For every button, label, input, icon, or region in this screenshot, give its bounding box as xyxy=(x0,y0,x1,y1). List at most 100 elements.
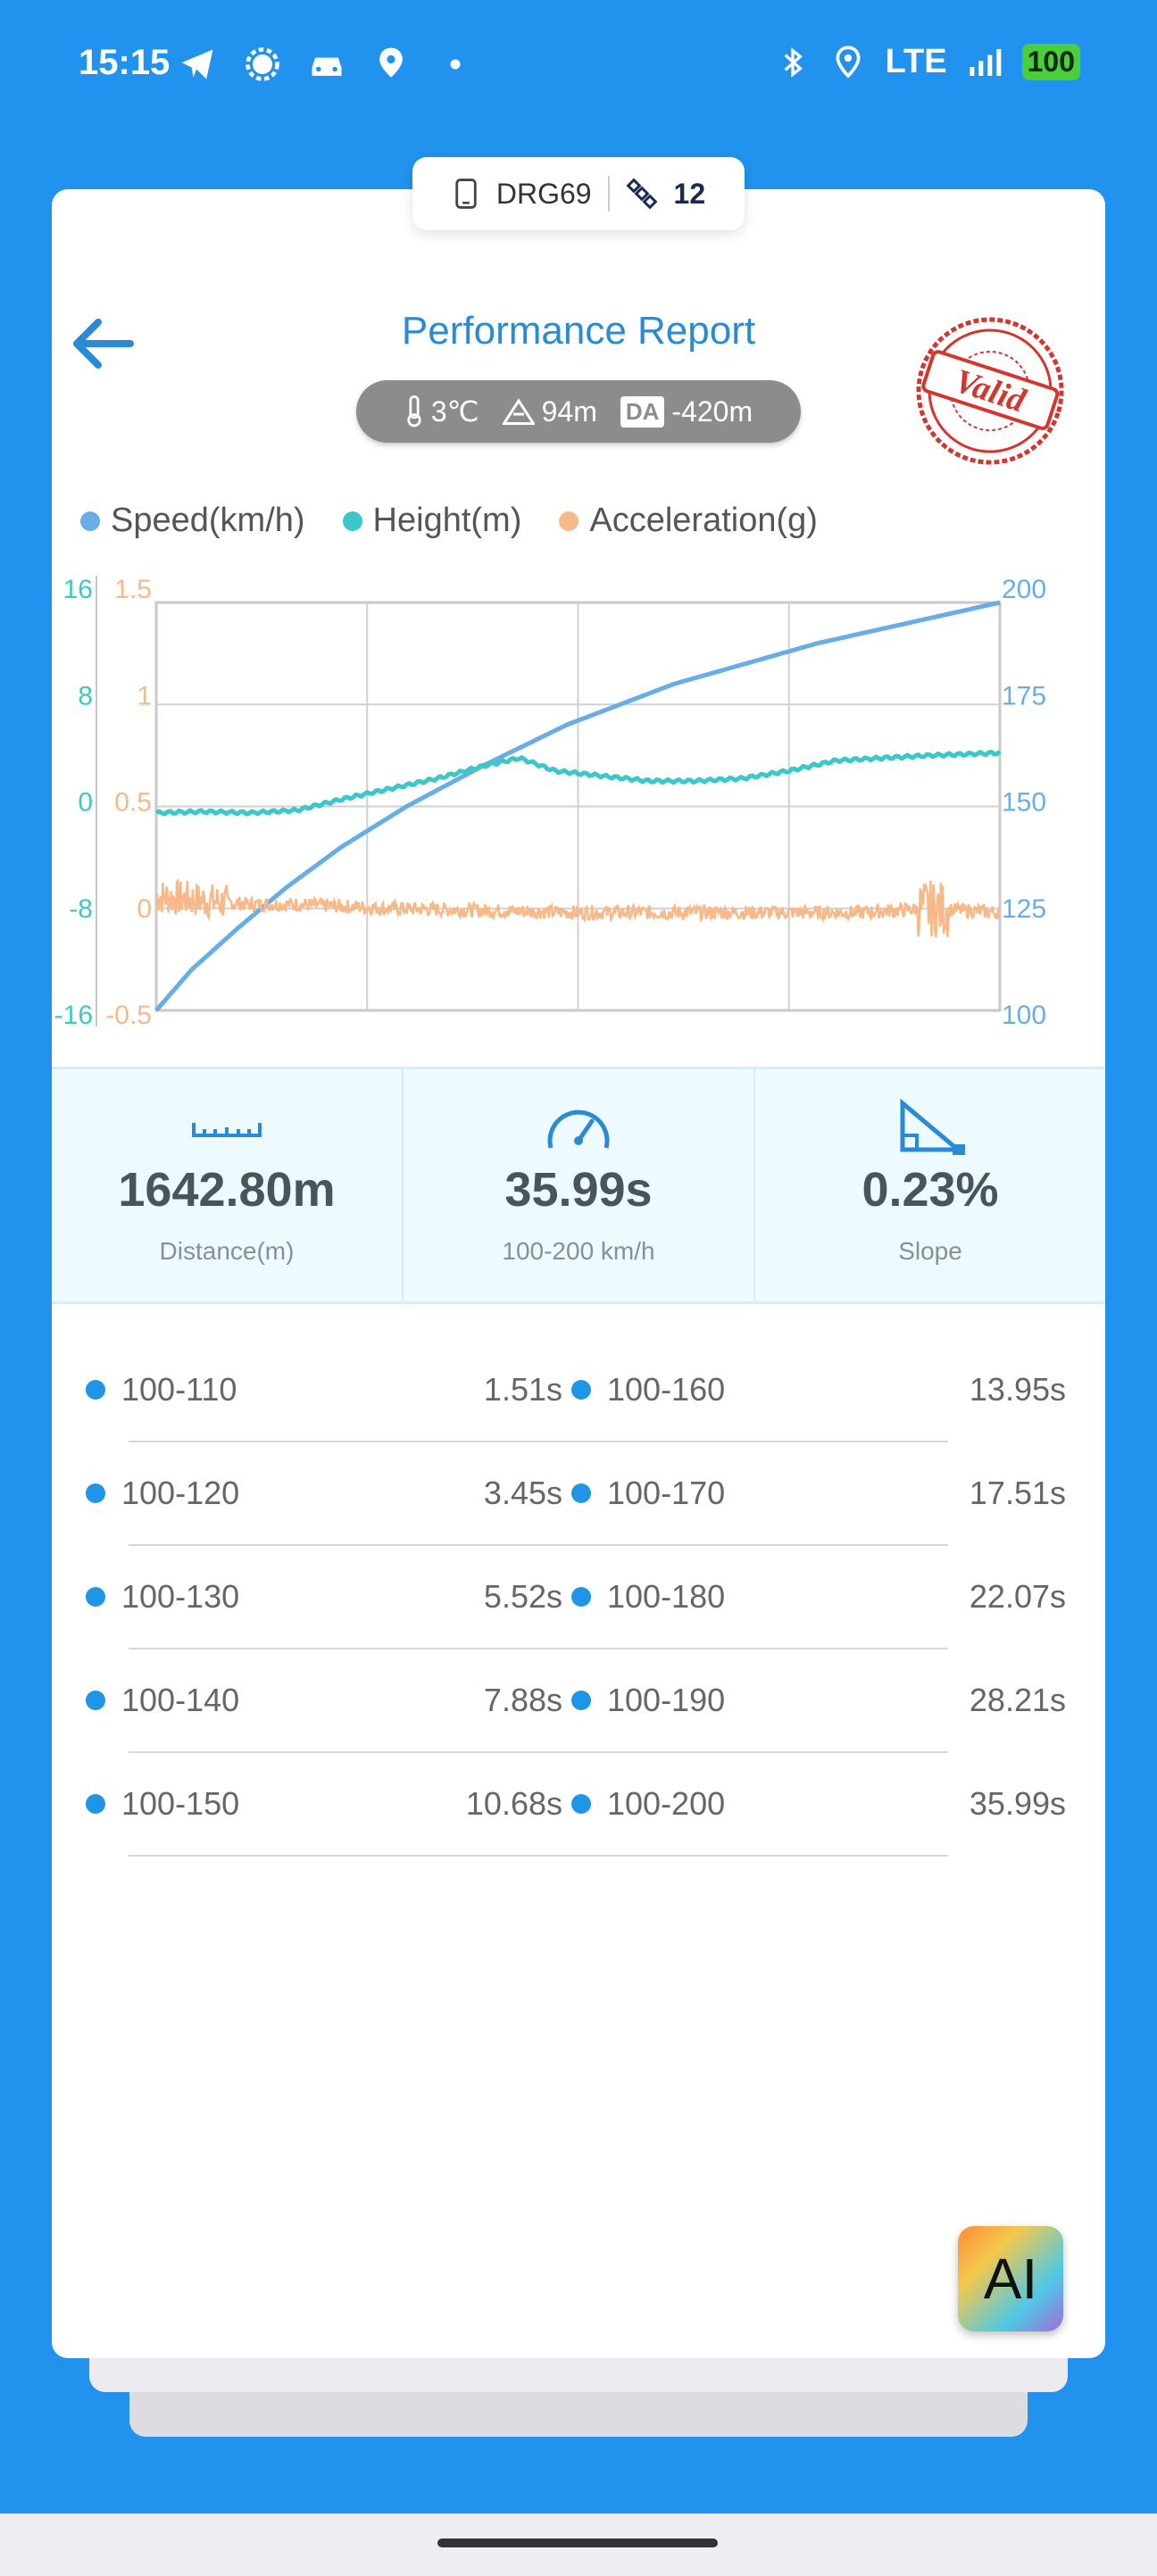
speed-series-line xyxy=(154,600,1001,1012)
row-divider xyxy=(129,1855,948,1857)
split-time: 1.51s xyxy=(483,1371,562,1408)
list-item: 100-140 7.88s 100-190 28.21s xyxy=(52,1649,1105,1753)
split-range: 100-120 xyxy=(121,1475,240,1511)
altitude: 94m xyxy=(541,395,597,428)
slope-icon xyxy=(900,1098,965,1155)
stats-panel: 1642.80m Distance(m) 35.99s 100-200 km/h… xyxy=(52,1067,1105,1304)
legend-height: Height(m) xyxy=(342,502,522,540)
bullet-dot xyxy=(571,1483,591,1503)
split-range: 100-150 xyxy=(121,1785,240,1822)
satellite-count: 12 xyxy=(673,177,706,210)
bullet-dot xyxy=(571,1794,591,1814)
height-tick-label: -8 xyxy=(69,894,93,924)
split-range: 100-110 xyxy=(121,1371,237,1408)
navigation-bar xyxy=(0,2514,1157,2576)
height-tick-label: -16 xyxy=(54,1001,93,1026)
stat-slope: 0.23% Slope xyxy=(755,1069,1105,1301)
weather-pill: 3℃ 94m DA -420m xyxy=(356,380,801,443)
acceleration-series-line xyxy=(154,877,1002,938)
split-range: 100-190 xyxy=(607,1682,726,1718)
list-item: 100-150 10.68s 100-200 35.99s xyxy=(52,1753,1105,1857)
split-range: 100-170 xyxy=(607,1475,726,1511)
split-time: 10.68s xyxy=(465,1785,562,1822)
legend-speed: Speed(km/h) xyxy=(80,502,305,540)
split-time: 28.21s xyxy=(969,1682,1066,1718)
divider xyxy=(607,176,610,212)
legend-label: Speed(km/h) xyxy=(111,502,305,539)
split-time: 3.45s xyxy=(483,1475,562,1511)
density-altitude: -420m xyxy=(671,395,753,428)
bullet-dot xyxy=(86,1483,105,1503)
stat-value: 35.99s xyxy=(504,1163,653,1217)
height-tick-label: 0 xyxy=(78,788,93,818)
speedometer-icon xyxy=(547,1109,610,1149)
bullet-dot xyxy=(571,1380,591,1400)
split-range: 100-160 xyxy=(607,1371,726,1408)
cell-signal-icon xyxy=(969,48,1001,76)
signal-app-icon xyxy=(246,47,279,81)
speed-tick-label: 125 xyxy=(1002,894,1046,924)
stat-time: 35.99s 100-200 km/h xyxy=(404,1069,755,1301)
split-time: 5.52s xyxy=(483,1578,562,1615)
split-time: 7.88s xyxy=(483,1682,562,1718)
phone-icon xyxy=(455,179,477,209)
page-title: Performance Report xyxy=(401,309,756,353)
satellite-icon xyxy=(626,178,658,210)
thermometer-icon xyxy=(407,395,421,428)
split-time: 13.95s xyxy=(969,1371,1066,1408)
legend-label: Acceleration(g) xyxy=(589,502,818,539)
height-tick-label: 8 xyxy=(78,681,93,710)
split-time: 17.51s xyxy=(969,1475,1066,1511)
legend-label: Height(m) xyxy=(372,502,522,539)
home-gesture-handle[interactable] xyxy=(437,2539,718,2547)
car-icon xyxy=(312,57,342,76)
ai-assistant-button[interactable]: AI xyxy=(958,2226,1063,2331)
speed-tick-label: 175 xyxy=(1002,681,1046,710)
telegram-icon xyxy=(181,49,213,79)
network-type: LTE xyxy=(885,43,947,80)
device-pill[interactable]: DRG69 12 xyxy=(412,157,745,230)
stat-value: 1642.80m xyxy=(118,1163,336,1217)
height-series-line xyxy=(154,750,1002,817)
split-times-list: 100-110 1.51s 100-160 13.95s 100-120 3.45s … xyxy=(52,1339,1105,1857)
stat-distance: 1642.80m Distance(m) xyxy=(52,1069,404,1301)
stat-label: Distance(m) xyxy=(159,1237,295,1265)
split-range: 100-130 xyxy=(121,1578,240,1615)
speed-tick-label: 100 xyxy=(1002,1001,1046,1026)
ruler-icon xyxy=(192,1123,262,1137)
legend-dot xyxy=(80,511,100,531)
speed-tick-label: 150 xyxy=(1002,788,1046,818)
split-time: 22.07s xyxy=(969,1578,1066,1615)
valid-stamp: Valid xyxy=(916,317,1064,465)
chart-legend: Speed(km/h) Height(m) Acceleration(g) xyxy=(80,502,818,540)
stat-label: 100-200 km/h xyxy=(502,1237,655,1265)
back-arrow-icon[interactable] xyxy=(66,308,137,379)
row-divider xyxy=(129,1751,948,1753)
battery-level: 100 xyxy=(1021,44,1080,80)
stat-value: 0.23% xyxy=(862,1163,999,1217)
row-divider xyxy=(129,1544,948,1546)
split-range: 100-140 xyxy=(121,1682,240,1718)
legend-dot xyxy=(559,511,579,531)
notification-icons xyxy=(179,45,475,84)
device-name: DRG69 xyxy=(495,177,592,210)
status-time: 15:15 xyxy=(79,43,171,82)
acceleration-tick-label: 1 xyxy=(137,681,152,710)
dot-icon xyxy=(450,59,461,70)
stat-label: Slope xyxy=(898,1237,962,1265)
list-item: 100-130 5.52s 100-180 22.07s xyxy=(52,1546,1105,1649)
split-range: 100-200 xyxy=(607,1785,726,1822)
da-badge: DA xyxy=(620,395,665,428)
performance-chart: 16 8 0 -8 -16 1.5 1 0.5 0 -0.5 200 175 150 125 100 xyxy=(54,575,1046,1026)
bluetooth-icon xyxy=(784,46,803,78)
acceleration-tick-label: 0 xyxy=(137,894,152,924)
bullet-dot xyxy=(86,1587,105,1607)
bullet-dot xyxy=(571,1587,591,1607)
row-divider xyxy=(129,1648,948,1649)
location-icon xyxy=(836,45,861,79)
legend-acceleration: Acceleration(g) xyxy=(559,502,818,540)
height-tick-label: 16 xyxy=(63,575,93,604)
bullet-dot xyxy=(86,1794,105,1814)
list-item: 100-120 3.45s 100-170 17.51s xyxy=(52,1442,1105,1546)
split-time: 35.99s xyxy=(969,1785,1066,1822)
